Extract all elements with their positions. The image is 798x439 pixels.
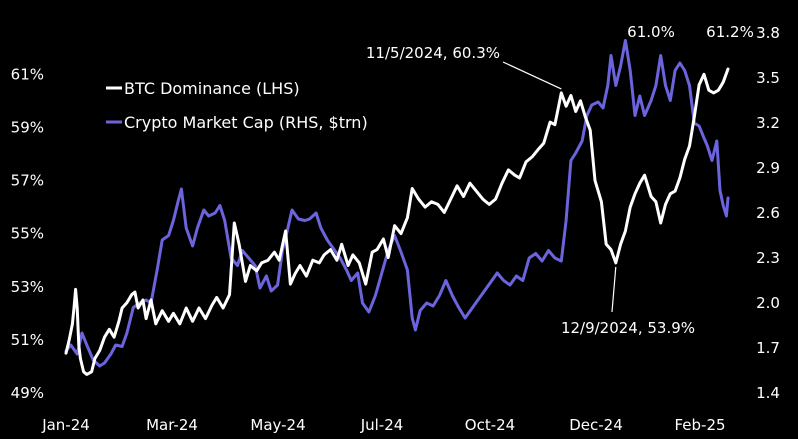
right-axis-tick-label: 2.3 <box>756 249 780 267</box>
x-axis-tick-label: Dec-24 <box>569 416 623 434</box>
right-axis-tick-label: 1.7 <box>756 339 780 357</box>
annotation-layer: 11/5/2024, 60.3% 12/9/2024, 53.9% 61.0% 61.… <box>366 23 754 337</box>
left-axis-ticks: 49% 51% 53% 55% 57% 59% 61% <box>11 65 44 402</box>
right-axis-tick-label: 2.9 <box>756 159 780 177</box>
x-axis-tick-label: May-24 <box>250 416 305 434</box>
x-axis-tick-label: Feb-25 <box>674 416 725 434</box>
right-axis-tick-label: 2.0 <box>756 294 780 312</box>
annotation-label: 61.0% <box>627 23 675 41</box>
annotation-label: 61.2% <box>706 23 754 41</box>
left-axis-tick-label: 49% <box>11 384 44 402</box>
left-axis-tick-label: 57% <box>11 172 44 190</box>
annotation-leader-line <box>502 61 562 90</box>
right-axis-tick-label: 3.2 <box>756 114 780 132</box>
right-axis-tick-label: 3.5 <box>756 69 780 87</box>
right-axis-tick-label: 3.8 <box>756 24 780 42</box>
left-axis-tick-label: 53% <box>11 278 44 296</box>
right-axis-tick-label: 1.4 <box>756 384 780 402</box>
right-axis-ticks: 1.4 1.7 2.0 2.3 2.6 2.9 3.2 3.5 3.8 <box>756 24 780 402</box>
x-axis-ticks: Jan-24 Mar-24 May-24 Jul-24 Oct-24 Dec-24 Feb-… <box>41 416 725 434</box>
left-axis-tick-label: 61% <box>11 65 44 83</box>
x-axis-tick-label: Jan-24 <box>41 416 90 434</box>
series-layer <box>64 39 730 376</box>
annotation-label: 11/5/2024, 60.3% <box>366 44 500 62</box>
annotation-label: 12/9/2024, 53.9% <box>561 319 695 337</box>
left-axis-tick-label: 59% <box>11 118 44 136</box>
x-axis-tick-label: Mar-24 <box>146 416 198 434</box>
right-axis-tick-label: 2.6 <box>756 204 780 222</box>
btc-dominance-line <box>64 67 730 376</box>
legend-btc-dominance-label: BTC Dominance (LHS) <box>124 79 300 98</box>
x-axis-tick-label: Jul-24 <box>360 416 404 434</box>
legend-crypto-market-cap-label: Crypto Market Cap (RHS, $trn) <box>124 113 368 132</box>
crypto-market-cap-line <box>64 39 730 368</box>
x-axis-tick-label: Oct-24 <box>465 416 515 434</box>
left-axis-tick-label: 55% <box>11 225 44 243</box>
legend: BTC Dominance (LHS) Crypto Market Cap (R… <box>106 79 368 132</box>
left-axis-tick-label: 51% <box>11 331 44 349</box>
annotation-leader-line <box>611 266 617 313</box>
